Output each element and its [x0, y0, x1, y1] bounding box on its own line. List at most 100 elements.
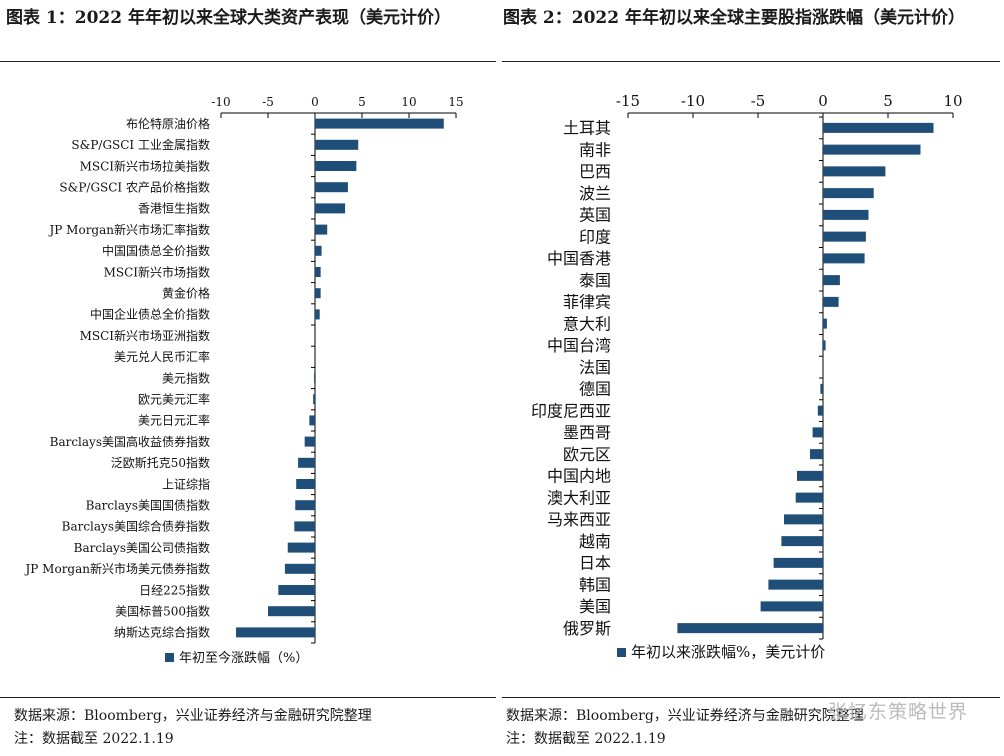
bar	[295, 500, 315, 511]
bar	[784, 514, 823, 525]
category-label: 纳斯达克综合指数	[114, 625, 210, 640]
bar	[797, 470, 823, 481]
bar	[812, 427, 823, 438]
bar	[823, 231, 866, 242]
category-label: S&P/GSCI 农产品价格指数	[59, 180, 210, 195]
legend-swatch	[165, 653, 174, 662]
bar	[823, 296, 839, 307]
category-label: 澳大利亚	[547, 488, 611, 507]
category-label: 泰国	[579, 271, 611, 290]
bar	[823, 340, 826, 351]
category-label: 中国台湾	[547, 336, 611, 355]
x-tick-label: -15	[616, 92, 640, 110]
bar	[315, 288, 321, 299]
legend-label: 年初以来涨跌幅%，美元计价	[631, 643, 825, 661]
bar	[298, 457, 315, 468]
bar	[773, 557, 823, 568]
note-right: 注：数据截至 2022.1.19	[506, 731, 666, 747]
bar	[677, 623, 823, 634]
category-label: 中国香港	[547, 249, 611, 268]
category-label: 黄金价格	[162, 286, 210, 301]
x-tick-label: 10	[401, 95, 416, 109]
title-rule-left	[0, 61, 496, 62]
bar	[315, 245, 322, 256]
bar	[315, 161, 357, 171]
category-label: 菲律宾	[563, 293, 611, 312]
category-label: 中国内地	[547, 467, 611, 486]
bar	[294, 521, 315, 532]
bar	[823, 253, 865, 264]
category-label: 意大利	[563, 314, 611, 333]
footer-rule-left	[0, 697, 496, 698]
watermark-text: 张忆东策略世界	[827, 701, 968, 723]
bar	[810, 449, 823, 460]
category-label: 中国企业债总全价指数	[90, 307, 210, 322]
category-label: 美国标普500指数	[115, 604, 210, 619]
category-label: 韩国	[579, 575, 611, 594]
x-tick-label: -10	[681, 92, 705, 110]
category-label: 巴西	[579, 162, 611, 181]
bar	[284, 563, 315, 574]
category-label: 泛欧斯托克50指数	[111, 455, 210, 470]
category-label: 美国	[579, 597, 611, 616]
category-label: 欧元区	[563, 445, 611, 464]
bar	[817, 405, 823, 416]
category-label: Barclays美国高收益债券指数	[50, 434, 210, 449]
bar	[313, 394, 315, 405]
x-tick-label: 0	[311, 95, 319, 109]
category-label: 马来西亚	[547, 510, 611, 529]
category-label: 印度	[579, 227, 611, 246]
category-label: 美元日元汇率	[138, 413, 210, 428]
bar	[823, 144, 921, 155]
bar	[315, 139, 359, 150]
category-label: 越南	[579, 532, 611, 551]
bar	[315, 118, 444, 129]
title-rule-right	[502, 61, 1000, 62]
bar	[309, 415, 315, 426]
bar	[278, 585, 315, 595]
bar	[315, 224, 328, 235]
category-label: 波兰	[579, 184, 611, 203]
category-label: 香港恒生指数	[138, 201, 210, 216]
bar	[315, 203, 346, 214]
x-tick-label: -5	[262, 95, 274, 109]
footer-rule-right	[502, 697, 1000, 698]
category-label: 日经225指数	[139, 582, 210, 597]
legend-swatch	[617, 648, 626, 657]
legend-label: 年初至今涨跌幅（%）	[179, 650, 308, 666]
category-label: 土耳其	[563, 119, 611, 138]
x-tick-label: 10	[943, 92, 962, 110]
bar	[315, 182, 348, 193]
category-label: JP Morgan新兴市场美元债券指数	[23, 561, 210, 576]
category-label: MSCI新兴市场拉美指数	[80, 158, 210, 173]
category-label: 南非	[579, 140, 611, 159]
note-left: 注：数据截至 2022.1.19	[14, 731, 174, 747]
x-tick-label: -10	[211, 95, 230, 109]
category-label: MSCI新兴市场亚洲指数	[80, 328, 210, 343]
bar	[823, 166, 886, 177]
bar	[304, 436, 315, 447]
chart1-asset-performance: -10 -5 0 5 10 15 布伦特原油价格 S&P/GSCI 工业金属指数 MSCI新兴市…	[23, 95, 463, 666]
category-label: MSCI新兴市场指数	[104, 264, 210, 279]
category-label: 墨西哥	[563, 423, 611, 442]
category-label: 欧元美元汇率	[138, 392, 210, 407]
category-label: Barclays美国公司债指数	[74, 540, 210, 555]
category-label: 上证综指	[162, 476, 210, 491]
x-tick-label: 0	[818, 92, 828, 110]
category-label: 德国	[579, 380, 611, 399]
bar	[823, 188, 874, 199]
source-left: 数据来源：Bloomberg，兴业证券经济与金融研究院整理	[14, 708, 372, 724]
category-label: 俄罗斯	[563, 619, 611, 638]
bar	[781, 536, 823, 547]
bar	[760, 601, 823, 612]
bar	[820, 383, 823, 394]
x-tick-label: 5	[358, 95, 366, 109]
bar	[795, 492, 823, 503]
category-label: 美元兑人民币汇率	[114, 349, 210, 364]
bar	[315, 267, 321, 277]
category-label: 美元指数	[162, 370, 210, 385]
source-right: 数据来源：Bloomberg，兴业证券经济与金融研究院整理	[506, 708, 864, 724]
category-label: 法国	[579, 358, 611, 377]
category-label: 中国国债总全价指数	[102, 243, 210, 258]
category-label: 英国	[579, 206, 611, 225]
